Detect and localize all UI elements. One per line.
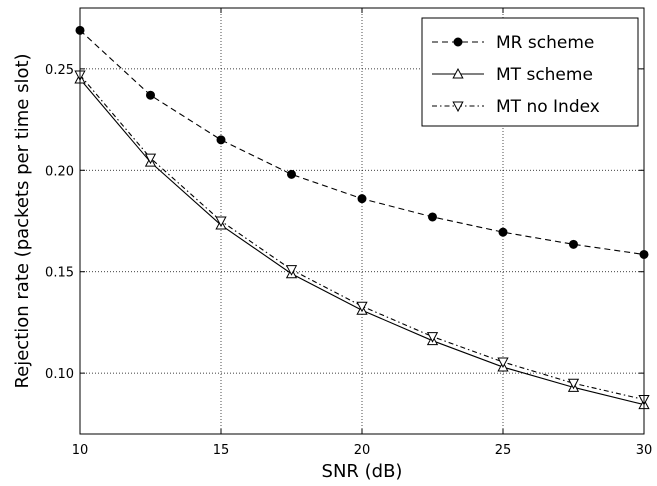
legend-item: MT scheme	[432, 65, 593, 85]
x-tick-label: 30	[636, 443, 653, 458]
series-line	[79, 74, 645, 401]
ticks: 10 15 20 25 30 0.10 0.15 0.20 0.25	[45, 8, 652, 458]
data-point	[215, 216, 227, 228]
y-tick-label: 0.10	[45, 367, 74, 382]
legend: MR scheme MT scheme MT no Index	[421, 17, 639, 127]
y-tick-label: 0.20	[45, 164, 74, 179]
series-layer	[74, 25, 650, 410]
data-point	[569, 239, 578, 249]
data-point	[287, 169, 296, 179]
legend-label: MR scheme	[496, 33, 594, 53]
legend-label: MT no Index	[496, 97, 600, 117]
data-point	[426, 332, 439, 343]
data-point	[357, 194, 367, 204]
data-point	[285, 265, 298, 276]
legend-marker	[453, 37, 463, 47]
y-tick-label: 0.25	[45, 63, 74, 78]
legend-label: MT scheme	[496, 65, 593, 85]
legend-marker	[452, 67, 464, 79]
data-point	[497, 357, 509, 369]
y-axis-title: Rejection rate (packets per time slot)	[12, 53, 33, 388]
data-point	[144, 153, 157, 165]
data-point	[216, 135, 226, 145]
legend-item: MR scheme	[432, 33, 594, 53]
x-tick-label: 20	[354, 443, 371, 458]
x-tick-label: 25	[495, 443, 512, 458]
data-point	[428, 212, 437, 222]
legend-marker	[452, 101, 464, 113]
legend-item: MT no Index	[432, 97, 600, 117]
data-point	[356, 301, 368, 313]
y-tick-label: 0.15	[45, 266, 74, 281]
data-point	[567, 378, 580, 390]
x-axis-title: SNR (dB)	[322, 461, 403, 482]
data-point	[498, 227, 508, 237]
x-tick-label: 10	[72, 443, 89, 458]
x-tick-label: 15	[213, 443, 230, 458]
data-point	[146, 90, 155, 100]
